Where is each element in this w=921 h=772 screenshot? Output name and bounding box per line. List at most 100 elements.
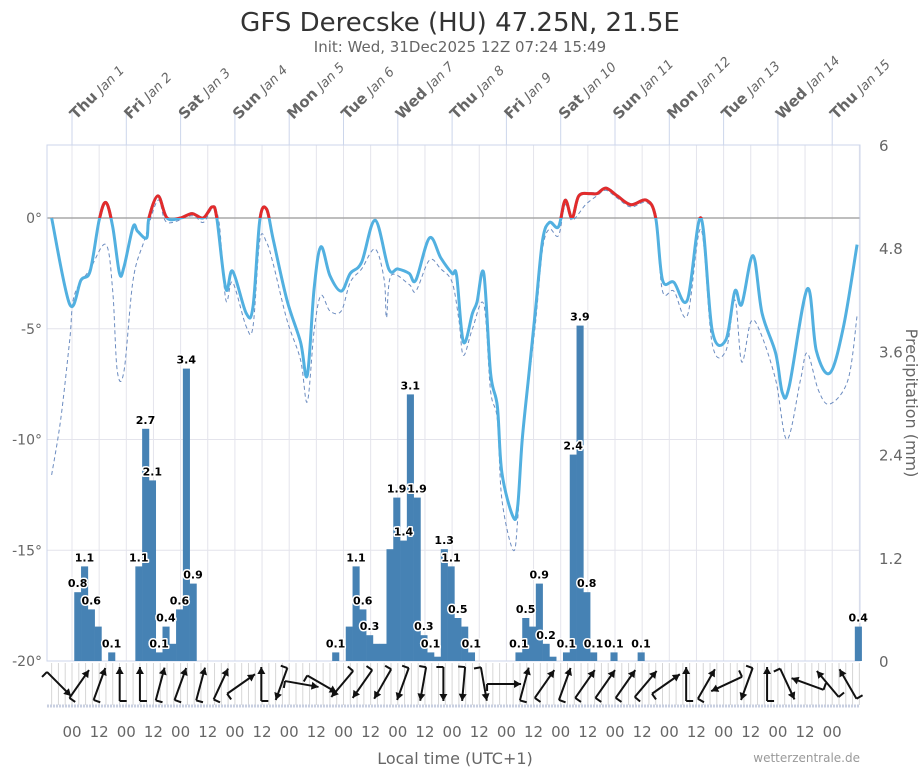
wind-barb-tick [365,665,373,671]
wind-arrowhead-icon [257,667,266,674]
bar-data-label: 0.8 [68,577,88,590]
wind-barb-tick [738,670,743,678]
wind-barb [473,666,490,701]
wind-barb-tick [574,697,582,703]
wind-barb-tick [634,696,641,703]
wind-barb [574,669,596,703]
hour-tick-label: 12 [633,723,652,741]
wind-arrowhead-icon [514,680,522,688]
wind-barb [154,667,167,704]
precipitation-bar [610,652,618,661]
bar-data-label: 1.4 [394,526,414,539]
day-label: Fri Jan 2 [120,68,175,123]
wind-barb-tick [594,697,602,703]
precipitation-bar [549,656,557,661]
precipitation-bar [522,618,530,661]
wind-barb-tick [558,699,566,704]
wind-barb-tick [282,680,287,689]
wind-barb-tick [41,671,48,678]
wind-arrowhead-icon [246,674,256,682]
precipitation-bars [74,325,862,661]
bar-data-label: 3.9 [570,311,590,324]
hour-tick-label: 00 [605,723,624,741]
wind-arrowhead-icon [627,670,636,679]
hour-tick-label: 12 [144,723,163,741]
wind-arrowhead-icon [523,667,531,676]
wind-barb [594,669,616,703]
wind-barb [651,673,681,701]
wind-arrowhead-icon [739,692,748,700]
bar-data-label: 0.1 [557,637,577,650]
bar-data-label: 0.6 [81,594,101,607]
precipitation-bar [454,618,462,661]
wind-arrowhead-icon [682,667,691,674]
wind-barb [533,669,556,703]
bar-data-label: 2.1 [143,465,163,478]
right-axis-title: Precipitation (mm) [902,329,921,478]
hour-tick-label: 12 [253,723,272,741]
bar-data-label: 0.1 [149,637,169,650]
bar-data-label: 0.9 [529,569,549,582]
precipitation-bar [590,652,598,661]
bar-data-label: 1.1 [129,551,149,564]
wind-arrowhead-icon [816,670,825,679]
hour-tick-label: 12 [741,723,760,741]
bar-data-label: 0.3 [360,620,380,633]
precipitation-bar [529,626,537,661]
bar-data-label: 0.4 [156,612,176,625]
bar-data-label: 0.1 [102,637,122,650]
precipitation-bar [447,566,455,661]
left-axis-tick-label: -10° [12,433,42,449]
precipitation-bar [352,566,360,661]
precipitation-bar [359,609,367,661]
chart-subtitle: Init: Wed, 31Dec2025 12Z 07:24 15:49 [314,38,606,56]
bar-data-label: 1.1 [441,551,461,564]
wind-barb-tick [745,664,754,669]
wind-arrowhead-icon [331,689,339,698]
wind-barb [302,674,338,694]
wind-barb [773,667,796,700]
hour-tick-label: 00 [388,723,407,741]
bar-data-label: 0.8 [577,577,597,590]
wind-barb [282,680,319,690]
precipitation-bar [135,566,143,661]
precipitation-bar [406,394,414,661]
wind-arrowhead-icon [649,670,657,679]
wind-barb [92,667,107,704]
wind-barbs [41,663,864,708]
hour-tick-label: 00 [334,723,353,741]
hour-tick-label: 00 [117,723,136,741]
bar-data-label: 0.1 [462,637,482,650]
wind-barb-tick [534,697,542,703]
credit[interactable]: wetterzentrale.de [753,751,860,765]
wind-barb [458,665,467,702]
precipitation-bar [576,325,584,661]
hour-tick-label: 00 [171,723,190,741]
precipitation-bar [413,497,421,661]
day-label: Sat Jan 10 [555,58,620,123]
wind-arrowhead-icon [481,693,490,701]
wind-barb [739,664,754,701]
hour-tick-label: 12 [796,723,815,741]
dashed-series-line [51,189,858,552]
wind-barb [633,670,658,703]
temperature-above-zero-line [51,186,703,218]
bar-data-label: 0.2 [536,629,556,642]
precipitation-bar [189,583,197,661]
axes: 0° -5° -10° -15° -20° 0 1.2 2.4 3.6 4.8 6 00 12 00 12 0… [12,137,903,741]
wind-arrowhead-icon [199,667,208,676]
hour-tick-label: 00 [714,723,733,741]
chart-title: GFS Derecske (HU) 47.25N, 21.5E [240,8,680,38]
wind-arrowhead-icon [352,689,361,698]
precipitation-bar [74,592,82,661]
wind-barb-tick [195,699,204,704]
hour-tick-label: 00 [225,723,244,741]
hour-tick-label: 12 [90,723,109,741]
precipitation-bar [393,497,401,661]
bar-data-label: 1.9 [387,483,407,496]
wind-barb-tick [226,693,232,701]
precipitation-bar [148,480,157,661]
precipitation-bar [169,643,177,661]
wind-arrowhead-icon [374,690,382,699]
wind-barb-tick [856,694,864,700]
